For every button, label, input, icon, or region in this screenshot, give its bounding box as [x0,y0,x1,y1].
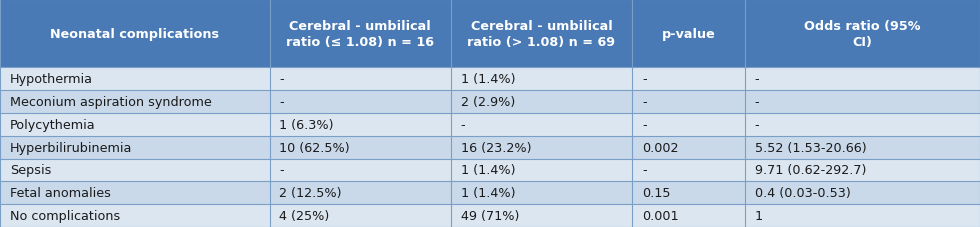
Bar [451,91,632,114]
Text: -: - [642,73,647,86]
Bar [0,159,270,182]
Bar [745,159,980,182]
Text: -: - [279,73,284,86]
Text: -: - [755,96,760,109]
Text: Meconium aspiration syndrome: Meconium aspiration syndrome [10,96,212,109]
Bar [0,91,270,114]
Bar [451,114,632,136]
Bar [451,0,632,68]
Text: 1 (1.4%): 1 (1.4%) [461,73,515,86]
Text: Neonatal complications: Neonatal complications [50,27,220,41]
Text: p-value: p-value [662,27,715,41]
Bar [0,182,270,204]
Text: Polycythemia: Polycythemia [10,118,95,131]
Text: -: - [642,164,647,177]
Text: No complications: No complications [10,209,120,222]
Text: 49 (71%): 49 (71%) [461,209,519,222]
Bar [270,136,451,159]
Bar [745,182,980,204]
Bar [632,204,745,227]
Text: 2 (12.5%): 2 (12.5%) [279,186,342,200]
Bar [632,68,745,91]
Bar [0,0,270,68]
Bar [0,114,270,136]
Text: 16 (23.2%): 16 (23.2%) [461,141,531,154]
Bar [745,204,980,227]
Bar [745,114,980,136]
Text: -: - [755,118,760,131]
Text: -: - [755,73,760,86]
Text: 4 (25%): 4 (25%) [279,209,329,222]
Bar [632,136,745,159]
Bar [451,136,632,159]
Bar [270,68,451,91]
Bar [451,204,632,227]
Bar [632,159,745,182]
Text: 5.52 (1.53-20.66): 5.52 (1.53-20.66) [755,141,866,154]
Bar [270,91,451,114]
Bar [270,204,451,227]
Bar [745,68,980,91]
Bar [270,0,451,68]
Bar [745,91,980,114]
Text: 10 (62.5%): 10 (62.5%) [279,141,350,154]
Text: 0.15: 0.15 [642,186,670,200]
Text: -: - [279,164,284,177]
Bar [632,182,745,204]
Text: Cerebral - umbilical
ratio (> 1.08) n = 69: Cerebral - umbilical ratio (> 1.08) n = … [467,20,615,49]
Bar [745,0,980,68]
Text: 2 (2.9%): 2 (2.9%) [461,96,514,109]
Bar [745,136,980,159]
Text: 1: 1 [755,209,762,222]
Text: -: - [642,96,647,109]
Bar [0,204,270,227]
Text: 9.71 (0.62-292.7): 9.71 (0.62-292.7) [755,164,866,177]
Bar [0,68,270,91]
Bar [0,136,270,159]
Text: 1 (6.3%): 1 (6.3%) [279,118,334,131]
Text: Hypothermia: Hypothermia [10,73,93,86]
Text: 0.002: 0.002 [642,141,678,154]
Text: 1 (1.4%): 1 (1.4%) [461,186,515,200]
Text: -: - [461,118,465,131]
Text: Sepsis: Sepsis [10,164,51,177]
Text: 1 (1.4%): 1 (1.4%) [461,164,515,177]
Bar [451,68,632,91]
Text: Cerebral - umbilical
ratio (≤ 1.08) n = 16: Cerebral - umbilical ratio (≤ 1.08) n = … [286,20,434,49]
Text: -: - [642,118,647,131]
Bar [451,182,632,204]
Bar [632,114,745,136]
Bar [270,182,451,204]
Bar [451,159,632,182]
Text: 0.001: 0.001 [642,209,678,222]
Bar [632,0,745,68]
Bar [270,159,451,182]
Bar [270,114,451,136]
Text: Hyperbilirubinemia: Hyperbilirubinemia [10,141,132,154]
Text: -: - [279,96,284,109]
Text: Odds ratio (95%
CI): Odds ratio (95% CI) [805,20,920,49]
Bar [632,91,745,114]
Text: Fetal anomalies: Fetal anomalies [10,186,111,200]
Text: 0.4 (0.03-0.53): 0.4 (0.03-0.53) [755,186,851,200]
